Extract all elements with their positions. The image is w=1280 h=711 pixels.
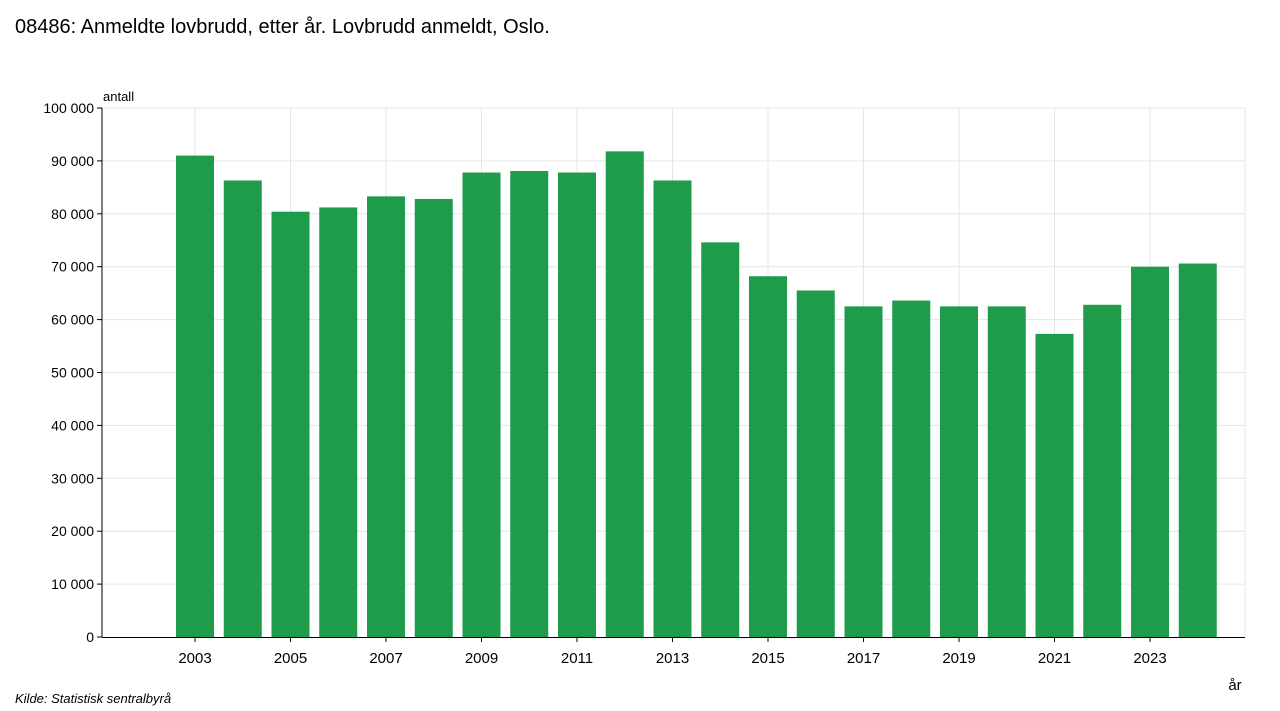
bar-2012 — [605, 151, 644, 638]
bar-2020 — [987, 306, 1026, 637]
x-tick-label: 2017 — [847, 650, 880, 667]
y-tick-label: 50 000 — [51, 365, 94, 381]
bar-2018 — [892, 300, 931, 637]
y-tick-label: 70 000 — [51, 259, 94, 275]
bar-2024 — [1178, 263, 1217, 637]
chart-title: 08486: Anmeldte lovbrudd, etter år. Lovb… — [15, 16, 550, 38]
bar-2009 — [462, 172, 501, 637]
bar-2019 — [940, 306, 978, 637]
y-tick-label: 30 000 — [51, 470, 94, 486]
y-tick-label: 90 000 — [51, 153, 94, 169]
x-tick-label: 2015 — [751, 650, 784, 667]
bar-2014 — [701, 242, 740, 637]
bar-2013 — [653, 180, 692, 637]
y-tick-label: 40 000 — [51, 417, 94, 433]
bar-2021 — [1035, 333, 1074, 637]
bar-2017 — [844, 306, 883, 637]
x-tick-label: 2009 — [465, 650, 498, 667]
bar-2004 — [223, 180, 262, 637]
bars — [176, 151, 1217, 638]
bar-2015 — [749, 276, 787, 637]
x-tick-label: 2005 — [274, 650, 307, 667]
y-tick-label: 0 — [86, 629, 94, 645]
bar-2016 — [796, 290, 835, 637]
bar-2011 — [558, 172, 596, 637]
x-tick-label: 2007 — [369, 650, 402, 667]
y-tick-label: 100 000 — [43, 100, 94, 116]
y-tick-label: 10 000 — [51, 576, 94, 592]
x-tick-label: 2013 — [656, 650, 689, 667]
y-tick-labels: 0 10 000 20 000 30 000 40 000 50 000 60 000 70 … — [43, 100, 102, 645]
y-tick-label: 20 000 — [51, 523, 94, 539]
bar-2007 — [367, 196, 405, 637]
bar-2003 — [176, 155, 214, 638]
bar-2023 — [1131, 266, 1169, 637]
x-tick-labels: 2003 2005 2007 2009 2011 2013 2015 2017 2019 2021… — [178, 637, 1167, 667]
x-tick-label: 2023 — [1133, 650, 1166, 667]
x-tick-label: 2021 — [1038, 650, 1071, 667]
bar-2022 — [1083, 304, 1122, 637]
y-tick-label: 60 000 — [51, 312, 94, 328]
bar-2005 — [271, 211, 310, 637]
x-axis-label: år — [1228, 677, 1241, 694]
bar-2006 — [319, 207, 358, 637]
y-tick-label: 80 000 — [51, 206, 94, 222]
bar-2008 — [414, 198, 453, 637]
x-tick-label: 2003 — [178, 650, 211, 667]
y-axis-label: antall — [103, 89, 134, 104]
x-tick-label: 2019 — [942, 650, 975, 667]
bar-2010 — [510, 170, 549, 638]
x-tick-label: 2011 — [561, 650, 593, 667]
source-note: Kilde: Statistisk sentralbyrå — [15, 691, 172, 706]
